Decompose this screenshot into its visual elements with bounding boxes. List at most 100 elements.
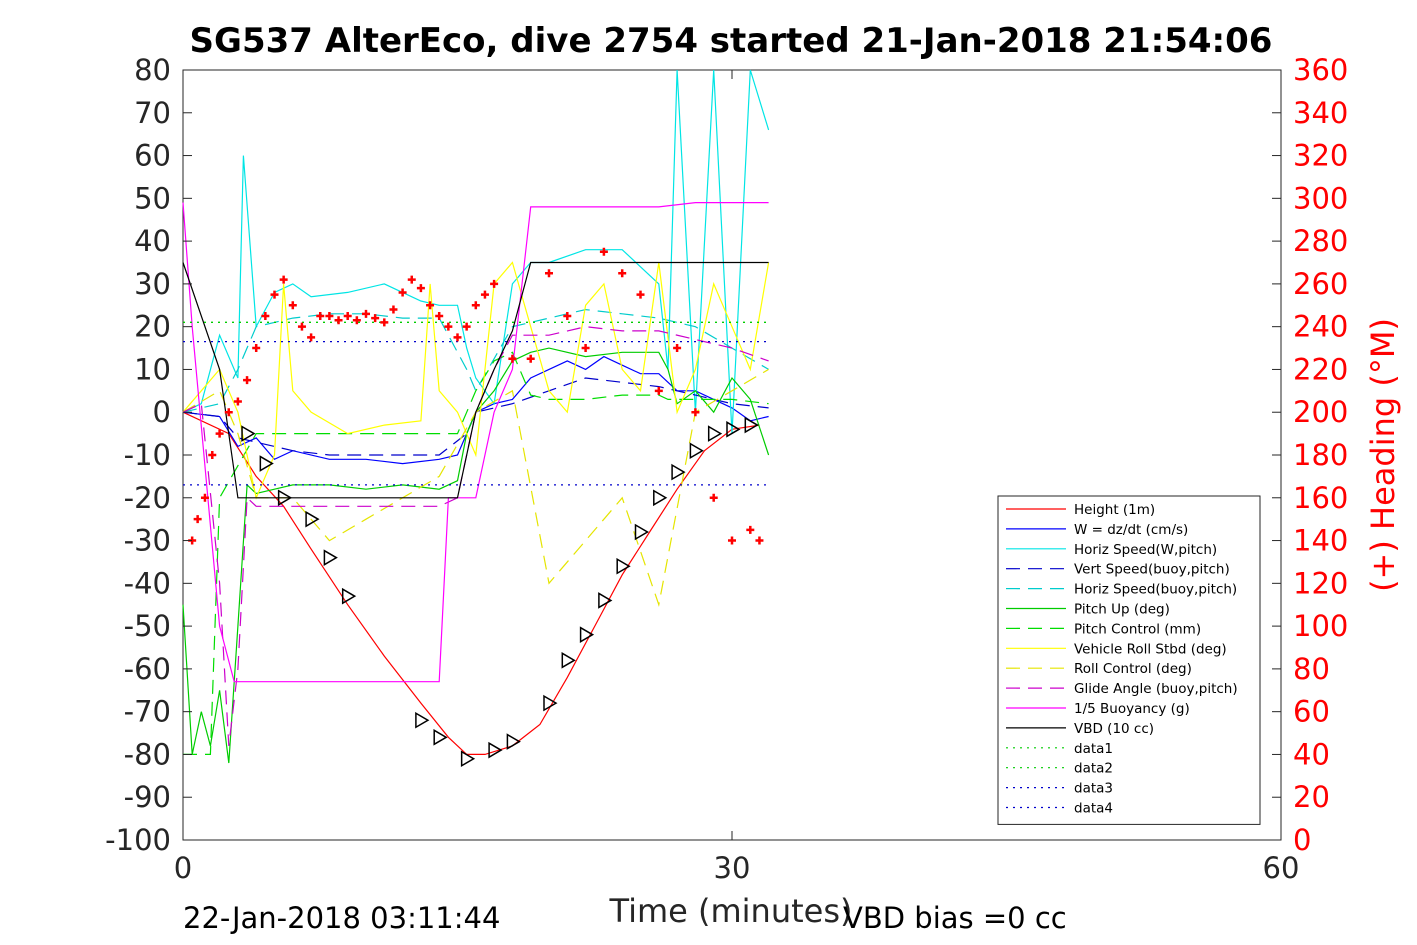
heading-plus-marker: [398, 288, 407, 297]
heading-plus-marker: [581, 344, 590, 353]
position-triangle-marker: [323, 549, 338, 566]
y-left-tick-label: -80: [124, 737, 171, 771]
series-line-vert-speed-buoy-pitch: [182, 377, 769, 456]
y-right-tick-label: 160: [1293, 481, 1348, 515]
marker-layer: [188, 247, 764, 768]
right-axis-label: (+) Heading (°M): [1364, 318, 1402, 592]
y-left-tick-label: -40: [124, 566, 171, 600]
position-triangle-marker: [543, 694, 558, 712]
heading-plus-marker: [279, 275, 288, 284]
legend-entry-label: data4: [1074, 801, 1113, 817]
legend-entry-label: data3: [1074, 781, 1113, 797]
heading-plus-marker: [215, 429, 224, 438]
y-right-tick-label: 280: [1293, 224, 1348, 258]
heading-plus-marker: [325, 311, 334, 320]
heading-plus-marker: [297, 322, 306, 331]
legend-entry-label: Pitch Up (deg): [1074, 602, 1170, 618]
position-triangle-marker: [744, 416, 759, 434]
chart-title: SG537 AlterEco, dive 2754 started 21-Jan…: [190, 21, 1273, 61]
legend-entry-label: VBD (10 cc): [1074, 721, 1154, 737]
heading-plus-marker: [380, 318, 389, 327]
heading-plus-marker: [471, 301, 480, 310]
heading-plus-marker: [435, 311, 444, 320]
y-left-tick-label: -10: [124, 438, 171, 472]
legend: Height (1m) W = dz/dt (cm/s) Horiz Speed(W…: [997, 495, 1261, 825]
position-triangle-marker: [415, 711, 430, 729]
heading-plus-marker: [243, 376, 252, 385]
heading-plus-marker: [673, 344, 682, 353]
heading-plus-marker: [224, 408, 233, 417]
heading-plus-marker: [334, 316, 343, 325]
y-right-tick-label: 240: [1293, 310, 1348, 344]
position-triangle-marker: [277, 489, 293, 507]
position-triangle-marker: [616, 557, 631, 575]
heading-plus-marker: [453, 333, 462, 342]
heading-plus-marker: [691, 408, 700, 417]
y-right-tick-label: 140: [1293, 524, 1348, 558]
x-axis-label: Time (minutes): [609, 892, 853, 930]
y-right-tick-label: 60: [1293, 695, 1330, 729]
heading-plus-marker: [200, 493, 209, 502]
legend-entry-label: 1/5 Buoyancy (g): [1074, 701, 1190, 717]
heading-plus-marker: [316, 311, 325, 320]
series-line-horiz-speed-buoy-pitch: [182, 308, 769, 413]
series-layer: [182, 69, 770, 764]
heading-plus-marker: [490, 279, 499, 288]
heading-plus-marker: [508, 354, 517, 363]
heading-plus-marker: [261, 311, 270, 320]
heading-plus-marker: [728, 536, 736, 545]
y-left-tick-label: 70: [134, 96, 171, 130]
footer-timestamp: 22-Jan-2018 03:11:44: [183, 901, 500, 935]
heading-plus-marker: [618, 269, 627, 278]
heading-plus-marker: [480, 290, 489, 299]
heading-plus-marker: [407, 275, 416, 284]
position-triangle-marker: [579, 626, 595, 643]
y-right-tick-label: 340: [1293, 96, 1348, 130]
y-right-tick-label: 220: [1293, 352, 1348, 386]
y-right-tick-label: 20: [1293, 780, 1330, 814]
position-triangle-marker: [259, 455, 274, 472]
heading-plus-marker: [444, 322, 453, 331]
y-left-tick-label: 60: [134, 139, 171, 173]
legend-entry-label: Roll Control (deg): [1074, 661, 1192, 677]
series-line-horiz-speed-w-pitch: [182, 69, 770, 434]
legend-entry-label: data2: [1074, 761, 1113, 777]
heading-plus-marker: [362, 309, 370, 318]
heading-plus-marker: [599, 247, 608, 256]
y-left-tick-label: -60: [124, 652, 171, 686]
x-tick-label: 30: [714, 851, 751, 885]
heading-plus-marker: [389, 305, 398, 314]
series-line-vbd-10-cc: [182, 261, 769, 499]
y-right-tick-label: 260: [1293, 267, 1348, 301]
position-triangle-marker: [433, 729, 448, 746]
y-right-tick-label: 40: [1293, 737, 1330, 771]
position-triangle-marker: [598, 592, 613, 609]
legend-entry-label: Vert Speed(buoy,pitch): [1074, 562, 1230, 578]
position-triangle-marker: [341, 587, 357, 605]
heading-plus-marker: [352, 316, 361, 325]
position-triangle-marker: [653, 489, 668, 507]
y-right-tick-label: 180: [1293, 438, 1348, 472]
y-left-tick-label: -50: [124, 609, 171, 643]
position-triangle-marker: [488, 741, 503, 759]
y-left-tick-label: -70: [124, 695, 171, 729]
y-left-tick-label: 80: [134, 53, 171, 87]
heading-plus-marker: [426, 301, 435, 310]
y-right-tick-label: 320: [1293, 139, 1348, 173]
heading-plus-marker: [563, 311, 572, 320]
legend-entry-label: Horiz Speed(buoy,pitch): [1074, 582, 1237, 598]
legend-entry-label: data1: [1074, 741, 1113, 757]
legend-entry-label: Pitch Control (mm): [1074, 621, 1201, 637]
position-triangle-marker: [726, 421, 741, 438]
y-left-tick-label: 10: [134, 352, 171, 386]
heading-plus-marker: [307, 333, 316, 342]
y-left-tick-label: -20: [124, 481, 171, 515]
y-left-tick-label: -30: [124, 524, 171, 558]
position-triangle-marker: [561, 652, 576, 669]
series-line-pitch-control-mm: [183, 351, 769, 756]
legend-box: [997, 495, 1261, 825]
position-triangle-marker: [689, 442, 704, 460]
position-triangle-marker: [671, 463, 686, 481]
heading-plus-marker: [208, 451, 217, 459]
tick-layer: 80706050403020100-10-20-30-40-50-60-70-8…: [105, 53, 1348, 885]
